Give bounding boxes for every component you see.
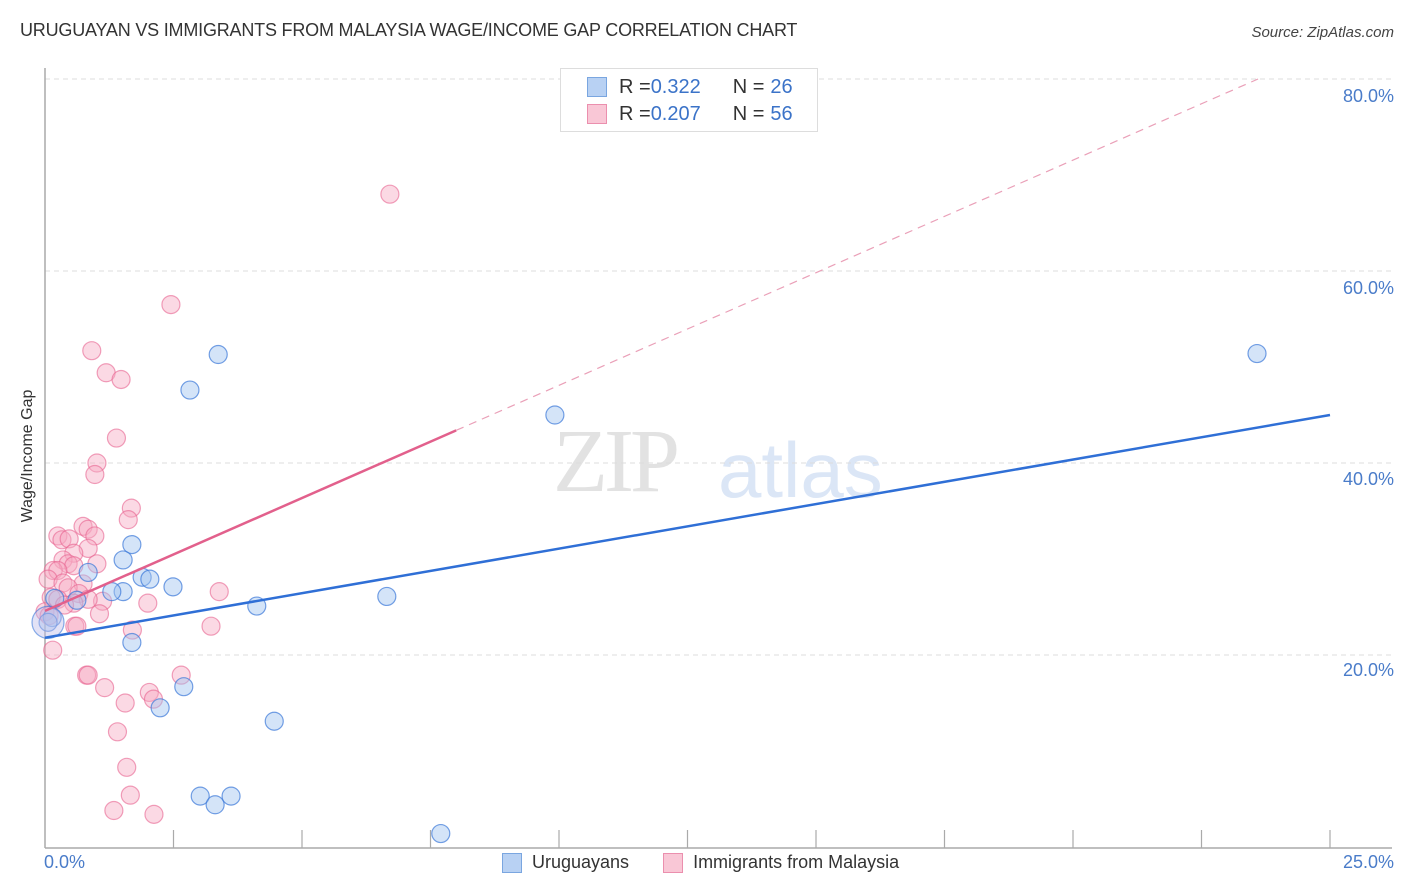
data-point[interactable] — [150, 698, 170, 718]
r-label: R = — [619, 75, 651, 98]
x-tick-0: 0.0% — [44, 852, 86, 872]
pink-swatch-icon — [587, 104, 607, 124]
watermark-atlas: atlas — [718, 426, 883, 514]
data-point[interactable] — [209, 582, 229, 602]
data-point[interactable] — [85, 526, 105, 546]
legend-label: Uruguayans — [532, 852, 630, 872]
data-point[interactable] — [264, 711, 284, 731]
r-value: 0.322 — [650, 75, 701, 98]
series-legend: Uruguayans Immigrants from Malaysia — [502, 852, 933, 873]
data-point[interactable] — [113, 582, 133, 602]
data-point[interactable] — [107, 722, 128, 742]
trend-lines — [44, 78, 1331, 639]
data-point[interactable] — [111, 369, 131, 390]
y-tick-60: 60.0% — [1342, 278, 1394, 298]
malaysia-trend-extension — [455, 78, 1259, 431]
data-point[interactable] — [120, 785, 140, 805]
data-point[interactable] — [140, 569, 160, 589]
data-point[interactable] — [180, 380, 200, 400]
legend-item-uruguayans[interactable]: Uruguayans — [502, 852, 629, 873]
data-point[interactable] — [380, 184, 400, 204]
malaysia-trend-line — [44, 429, 457, 612]
data-point[interactable] — [115, 693, 135, 713]
data-point[interactable] — [82, 341, 102, 361]
data-point[interactable] — [118, 510, 138, 530]
uruguayans-trend-line — [44, 413, 1331, 639]
data-point[interactable] — [52, 530, 72, 550]
series-uruguayans-points — [31, 343, 1267, 844]
data-point[interactable] — [205, 795, 225, 815]
y-axis-label: Wage/Income Gap — [19, 389, 36, 523]
r-label: R = — [619, 102, 651, 125]
source-label: Source: ZipAtlas.com — [1251, 24, 1394, 41]
data-point[interactable] — [95, 678, 115, 698]
chart-title: URUGUAYAN VS IMMIGRANTS FROM MALAYSIA WA… — [20, 20, 798, 40]
series-immigrants-from-malaysia-points — [35, 184, 400, 824]
data-point[interactable] — [53, 550, 73, 570]
data-point[interactable] — [38, 612, 58, 632]
data-point[interactable] — [104, 800, 124, 821]
data-point[interactable] — [113, 550, 133, 570]
n-label: N = — [732, 75, 765, 98]
x-tick-25: 25.0% — [1342, 852, 1394, 872]
data-point[interactable] — [78, 538, 98, 559]
data-point[interactable] — [59, 529, 79, 549]
watermark-zip: ZIP — [553, 412, 680, 511]
y-tick-40: 40.0% — [1342, 469, 1394, 489]
data-point[interactable] — [431, 823, 451, 844]
data-point[interactable] — [1247, 343, 1267, 364]
data-point[interactable] — [122, 632, 142, 653]
data-point[interactable] — [87, 453, 107, 473]
n-label: N = — [732, 102, 765, 125]
legend-item-immigrants-malaysia[interactable]: Immigrants from Malaysia — [663, 852, 899, 873]
data-point[interactable] — [38, 569, 58, 589]
data-point[interactable] — [144, 804, 164, 824]
y-tick-20: 20.0% — [1342, 660, 1394, 680]
data-point[interactable] — [78, 562, 98, 583]
pink-swatch-icon — [663, 852, 684, 873]
data-point[interactable] — [85, 464, 105, 485]
data-point[interactable] — [163, 577, 183, 597]
blue-swatch-icon — [587, 77, 607, 97]
data-point[interactable] — [174, 677, 194, 697]
legend-label: Immigrants from Malaysia — [693, 852, 900, 872]
correlation-legend: R = 0.322 N = 26 R = 0.207 N = 56 — [560, 68, 818, 132]
data-point[interactable] — [43, 640, 63, 660]
y-tick-80: 80.0% — [1342, 86, 1394, 106]
data-point[interactable] — [161, 295, 181, 315]
gridlines — [45, 78, 1392, 656]
legend-row-immigrants-malaysia: R = 0.207 N = 56 — [587, 102, 793, 126]
r-value: 0.207 — [650, 102, 701, 125]
data-point-large[interactable] — [31, 605, 65, 639]
n-value: 26 — [770, 75, 793, 98]
data-point[interactable] — [121, 498, 141, 518]
data-point[interactable] — [190, 786, 210, 806]
data-point[interactable] — [208, 344, 228, 365]
data-point[interactable] — [106, 428, 127, 448]
data-point[interactable] — [201, 616, 221, 636]
blue-swatch-icon — [502, 852, 522, 873]
data-point[interactable] — [221, 786, 241, 806]
data-point[interactable] — [545, 405, 565, 425]
data-point[interactable] — [377, 586, 397, 607]
data-point[interactable] — [89, 604, 110, 624]
axes — [44, 68, 1392, 849]
legend-row-uruguayans: R = 0.322 N = 26 — [587, 75, 793, 99]
data-point[interactable] — [171, 665, 191, 685]
data-point[interactable] — [78, 665, 98, 685]
n-value: 56 — [770, 102, 793, 125]
data-point[interactable] — [122, 534, 142, 555]
data-point[interactable] — [138, 593, 158, 613]
data-point[interactable] — [117, 757, 137, 777]
